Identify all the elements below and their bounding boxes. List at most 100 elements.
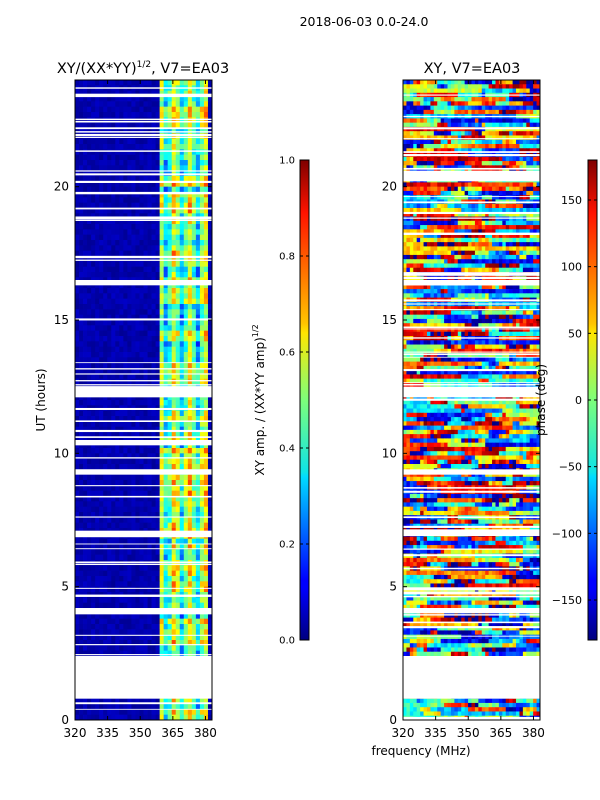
amp-cell	[123, 512, 128, 518]
amp-cell	[87, 229, 92, 236]
phase-cell	[413, 139, 418, 145]
amp-cell	[167, 197, 173, 204]
amp-cell	[199, 576, 205, 582]
amp-cell	[167, 352, 173, 358]
amp-cell	[107, 458, 112, 465]
phase-cell	[420, 156, 424, 162]
amp-cell	[183, 160, 189, 166]
phase-cell	[420, 148, 424, 153]
amp-cell	[115, 352, 120, 358]
amp-cell	[103, 544, 108, 550]
amp-cell	[151, 202, 156, 209]
amp-cell	[179, 698, 185, 705]
amp-cell	[95, 80, 100, 86]
amp-cell	[199, 320, 205, 326]
amp-cell	[115, 698, 120, 705]
amp-cell	[167, 554, 173, 561]
amp-cell	[163, 645, 169, 652]
amp-cell	[179, 624, 185, 630]
amp-cell	[107, 565, 112, 572]
amp-cell	[123, 629, 128, 636]
amp-cell	[199, 106, 205, 113]
phase-cell	[498, 88, 503, 94]
amp-cell	[75, 181, 80, 188]
amp-cell	[187, 154, 193, 161]
amp-cell	[163, 96, 169, 102]
amp-cell	[87, 186, 92, 193]
phase-cell	[403, 80, 407, 85]
phase-cell	[406, 84, 411, 89]
amp-cell	[107, 426, 112, 433]
amp-cell	[155, 698, 161, 705]
amp-cell	[95, 261, 100, 268]
amp-cell	[199, 240, 205, 246]
amp-cell	[87, 101, 92, 108]
amp-cell	[179, 629, 185, 636]
phase-cell	[403, 139, 407, 145]
amp-cell	[179, 368, 185, 374]
amp-cell	[147, 320, 152, 326]
phase-cell	[526, 101, 531, 106]
amp-cell	[183, 330, 189, 337]
amp-cell	[143, 458, 148, 465]
data-gap-line	[75, 634, 212, 636]
amp-cell	[151, 213, 156, 220]
amp-cell	[95, 538, 100, 545]
amp-cell	[103, 650, 108, 657]
amp-cell	[147, 336, 152, 342]
amp-cell	[175, 357, 181, 364]
amp-cell	[103, 314, 108, 321]
amp-cell	[155, 336, 161, 342]
phase-cell	[430, 135, 435, 141]
amp-cell	[111, 160, 116, 166]
amp-cell	[75, 597, 80, 604]
amp-cell	[75, 416, 80, 422]
phase-cell	[488, 101, 493, 106]
amp-cell	[187, 208, 193, 214]
amp-cell	[123, 266, 128, 273]
amp-cell	[155, 618, 161, 625]
amp-cell	[171, 122, 177, 129]
phase-cell	[416, 109, 421, 115]
amp-cell	[167, 458, 173, 465]
amp-cell	[191, 602, 197, 609]
amp-cell	[99, 448, 104, 454]
amp-cell	[155, 357, 161, 364]
amp-cell	[159, 416, 165, 422]
amp-cell	[143, 421, 148, 428]
amp-cell	[107, 288, 112, 294]
amp-cell	[163, 144, 169, 150]
amp-cell	[119, 538, 124, 545]
amp-cell	[147, 272, 152, 278]
amp-cell	[175, 165, 181, 172]
amp-cell	[159, 112, 165, 118]
amp-cell	[115, 314, 120, 321]
phase-cell	[409, 135, 414, 141]
amp-cell	[199, 160, 205, 166]
phase-cell	[488, 105, 493, 111]
amp-cell	[119, 213, 124, 220]
amp-cell	[75, 645, 80, 652]
amp-cell	[115, 96, 120, 102]
amp-cell	[87, 480, 92, 486]
amp-cell	[167, 410, 173, 417]
phase-cell	[420, 105, 424, 111]
amp-cell	[115, 410, 120, 417]
phase-cell	[495, 131, 500, 136]
phase-cell	[495, 156, 500, 162]
amp-cell	[175, 154, 181, 161]
phase-cell	[437, 122, 442, 128]
amp-cell	[127, 304, 132, 310]
heatmap-amplitude[interactable]	[75, 80, 213, 721]
phase-cell	[413, 80, 418, 85]
phase-cell	[505, 109, 510, 115]
amp-cell	[187, 160, 193, 166]
amp-cell	[99, 485, 104, 492]
amp-cell	[75, 618, 80, 625]
phase-cell	[492, 101, 496, 106]
amp-cell	[155, 304, 161, 310]
amp-cell	[99, 629, 104, 636]
amp-cell	[135, 506, 140, 513]
phase-cell	[413, 118, 418, 124]
amp-cell	[119, 245, 124, 252]
